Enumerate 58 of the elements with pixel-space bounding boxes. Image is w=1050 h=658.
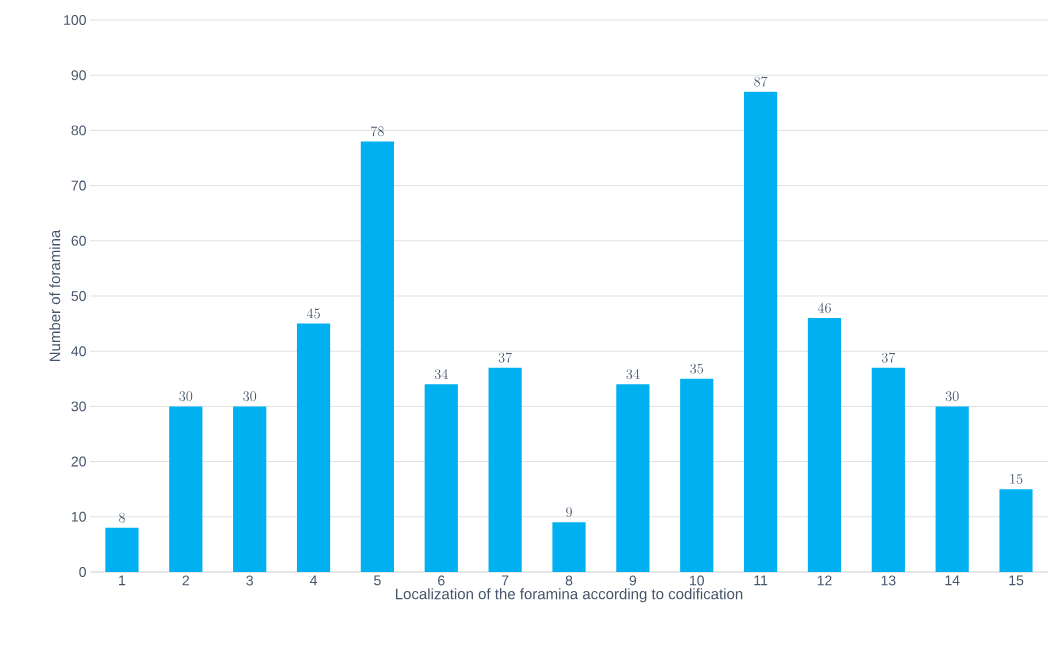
- y-tick-label: 20: [71, 456, 86, 467]
- x-tick-label: 9: [629, 575, 637, 586]
- y-tick-label: 0: [79, 567, 86, 577]
- bar: [360, 141, 395, 572]
- x-tick-label: 15: [1009, 575, 1024, 586]
- data-label: 30: [243, 391, 257, 402]
- y-tick-label: 100: [64, 15, 86, 25]
- bar: [105, 527, 139, 572]
- x-tick-label: 10: [690, 575, 704, 586]
- x-tick-label: 3: [246, 575, 253, 586]
- bar: [935, 406, 969, 572]
- y-tick-label: 60: [71, 235, 86, 246]
- y-tick-label: 10: [71, 511, 86, 522]
- bar: [488, 367, 522, 572]
- data-label: 8: [119, 512, 125, 523]
- x-tick-label: 1: [119, 575, 126, 586]
- y-tick-label: 90: [71, 70, 86, 81]
- y-tick-label: 50: [71, 291, 86, 301]
- bar: [296, 323, 331, 572]
- x-tick-label: 11: [754, 575, 768, 586]
- data-label: 15: [1010, 474, 1023, 484]
- x-tick-label: 7: [501, 575, 509, 586]
- x-tick-label: 13: [881, 575, 896, 586]
- data-label: 30: [179, 391, 193, 402]
- y-tick-label: 30: [71, 401, 86, 412]
- x-tick-label: 8: [565, 575, 573, 586]
- y-tick-label: 70: [71, 180, 86, 191]
- bar: [233, 406, 267, 572]
- x-axis-title: Localization of the foramina according to codification: [395, 588, 743, 603]
- data-label: 45: [306, 308, 320, 319]
- data-label: 37: [881, 352, 896, 363]
- x-tick-label: 4: [309, 575, 318, 586]
- bar: [871, 367, 905, 572]
- data-label: 37: [498, 352, 512, 363]
- data-label: 87: [754, 76, 768, 87]
- bar: [999, 489, 1033, 572]
- bar: [680, 378, 714, 572]
- data-label: 9: [566, 507, 572, 518]
- x-tick-label: 6: [438, 575, 445, 586]
- y-axis-title: Number of foramina: [49, 229, 61, 362]
- bar: [807, 318, 842, 572]
- bar: [169, 406, 203, 572]
- x-tick-label: 5: [374, 575, 381, 586]
- x-tick-label: 2: [182, 575, 189, 586]
- bar: [424, 384, 458, 572]
- x-tick-label: 12: [817, 575, 832, 586]
- data-label: 34: [626, 369, 640, 380]
- bar: [616, 384, 650, 572]
- data-label: 34: [434, 369, 448, 380]
- data-label: 78: [371, 126, 384, 137]
- x-tick-label: 14: [945, 575, 960, 586]
- data-label: 30: [945, 391, 959, 402]
- bar: [744, 91, 778, 572]
- y-tick-label: 80: [71, 125, 86, 136]
- data-label: 46: [817, 302, 831, 313]
- bar: [552, 522, 586, 572]
- y-tick-label: 40: [71, 346, 86, 357]
- data-label: 35: [690, 363, 704, 374]
